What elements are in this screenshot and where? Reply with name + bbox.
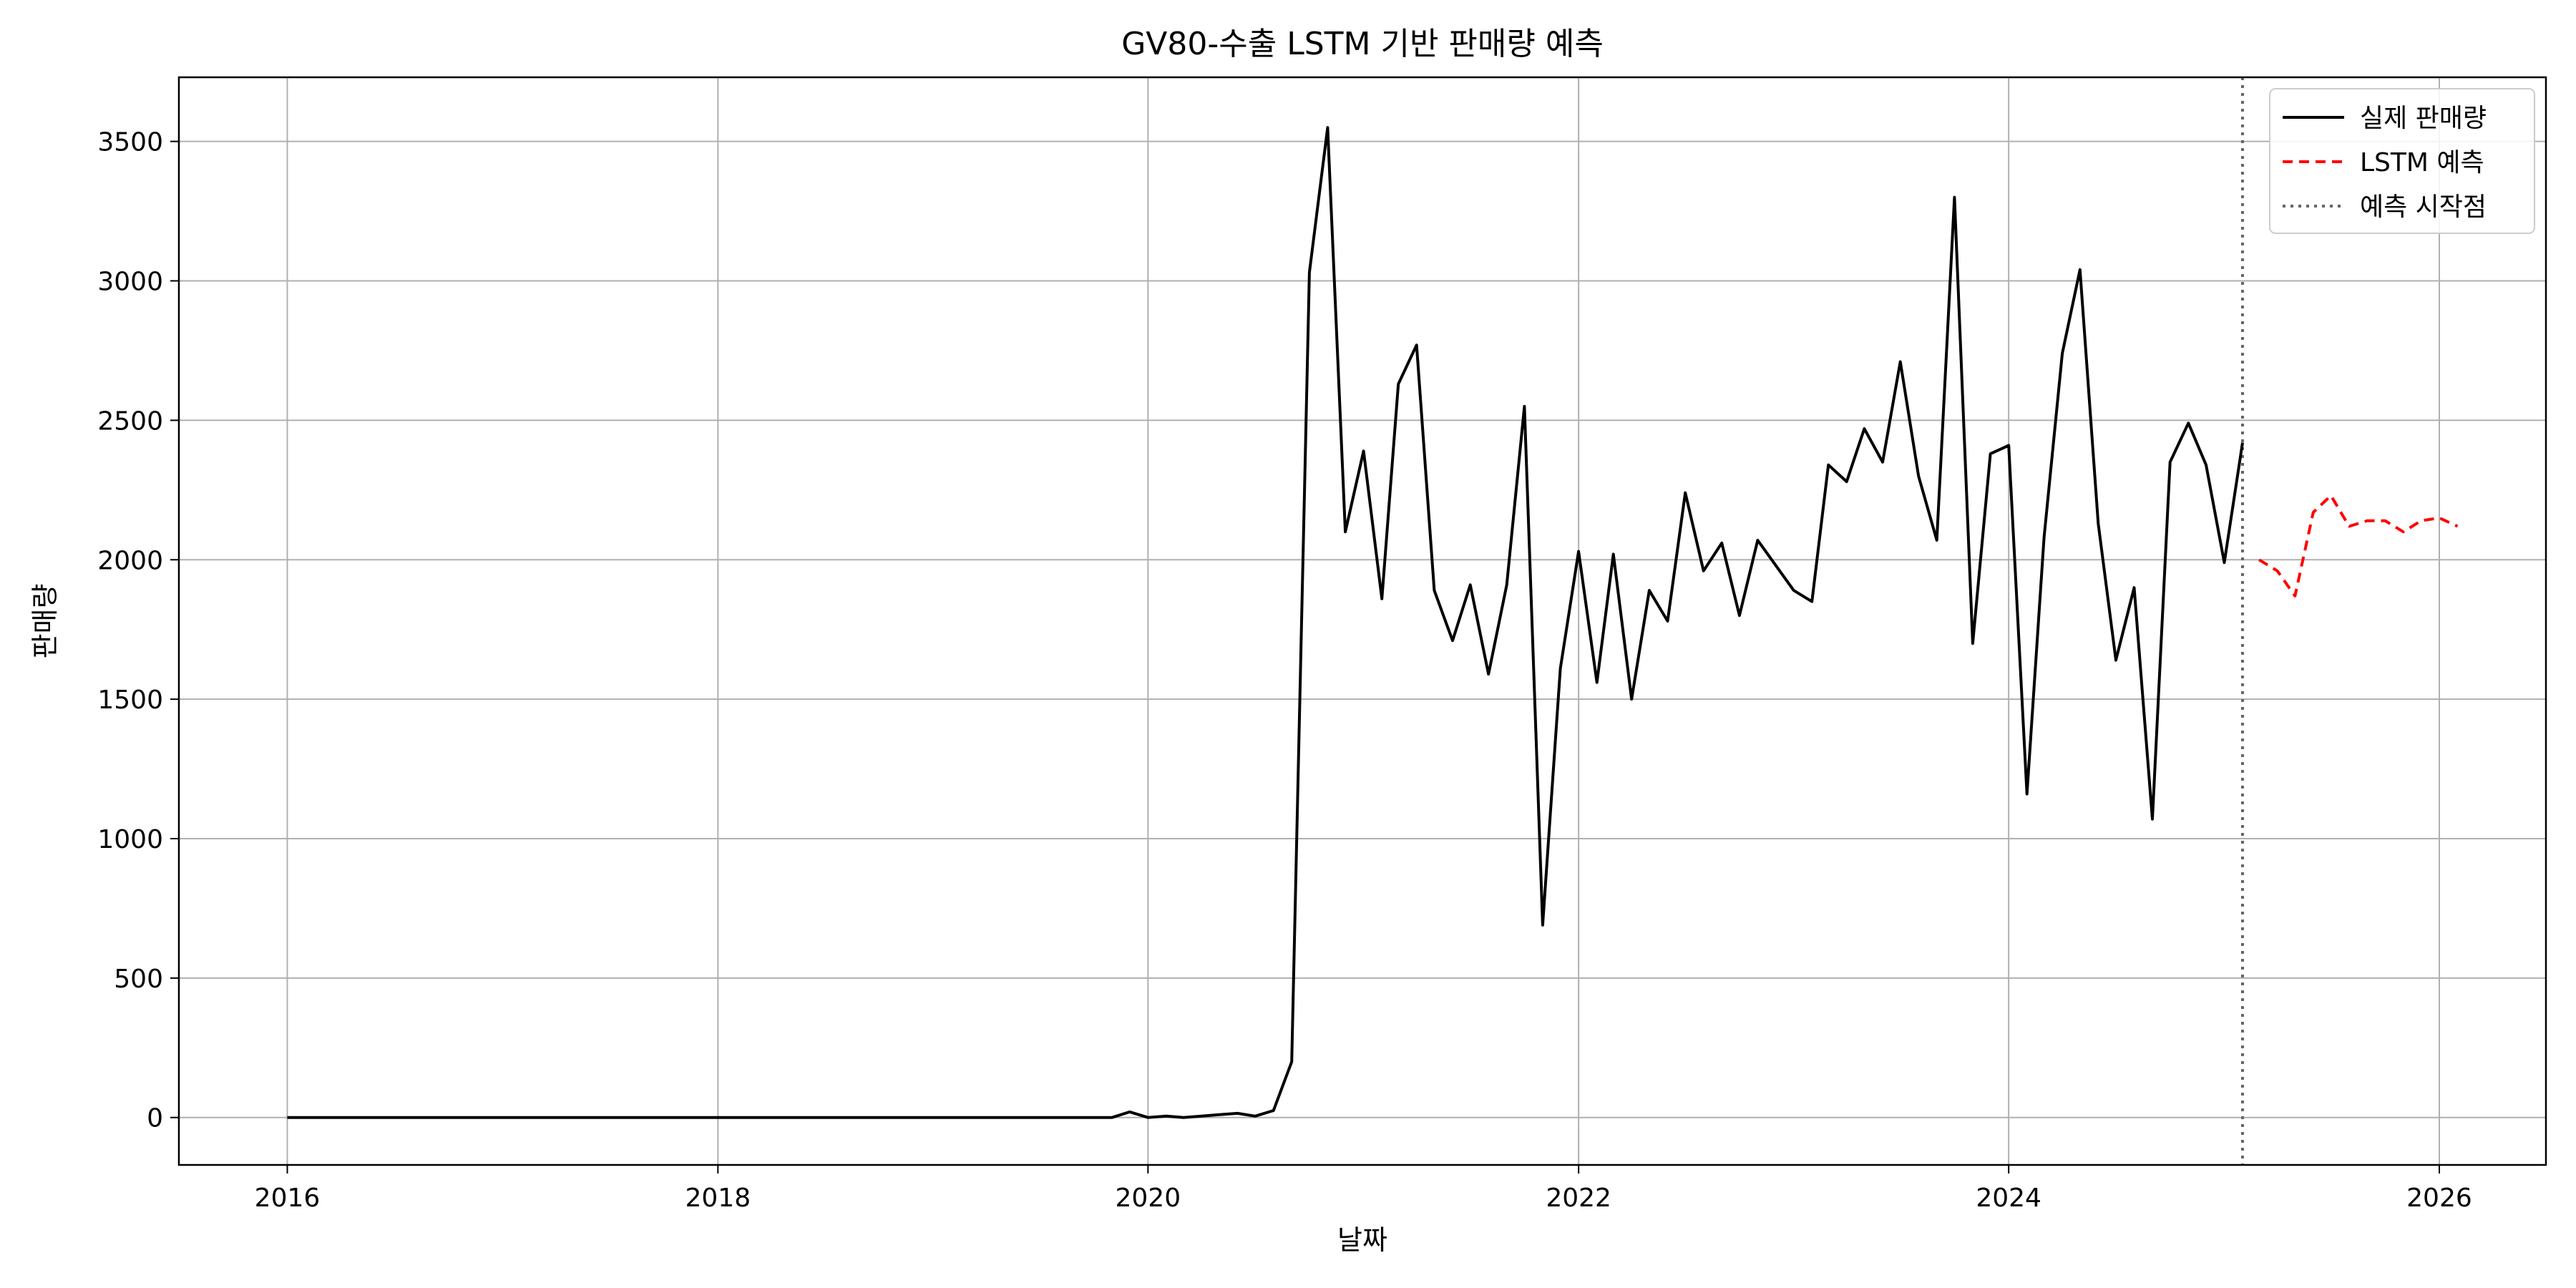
y-tick-label: 1500 bbox=[97, 686, 163, 715]
y-tick-label: 2000 bbox=[97, 546, 163, 575]
x-tick-label: 2020 bbox=[1116, 1184, 1181, 1213]
x-tick-label: 2024 bbox=[1976, 1184, 2041, 1213]
x-tick-label: 2018 bbox=[686, 1184, 751, 1213]
y-tick-label: 1000 bbox=[97, 825, 163, 854]
actual-sales-line bbox=[287, 126, 2244, 1119]
x-axis-label: 날짜 bbox=[1337, 1224, 1387, 1256]
y-tick-label: 3500 bbox=[97, 128, 163, 157]
x-tick-label: 2022 bbox=[1546, 1184, 1611, 1213]
grid-lines bbox=[179, 77, 2546, 1165]
x-tick-label: 2016 bbox=[255, 1184, 321, 1213]
legend-label-forecast-start: 예측 시작점 bbox=[2360, 192, 2487, 222]
y-axis-ticks: 0 500 1000 1500 2000 2500 3000 3500 bbox=[97, 128, 179, 1133]
y-tick-label: 500 bbox=[114, 965, 163, 994]
y-axis-label: 판매량 bbox=[29, 584, 61, 659]
x-axis-ticks: 2016 2018 2020 2022 2024 2026 bbox=[255, 1165, 2472, 1213]
legend-label-lstm: LSTM 예측 bbox=[2360, 148, 2484, 177]
series-lines bbox=[287, 126, 2459, 1119]
legend-box bbox=[2269, 88, 2535, 234]
legend-label-actual: 실제 판매량 bbox=[2360, 104, 2487, 133]
y-tick-label: 3000 bbox=[97, 268, 163, 297]
legend: 실제 판매량 LSTM 예측 예측 시작점 bbox=[2269, 88, 2535, 234]
chart-title: GV80-수출 LSTM 기반 판매량 예측 bbox=[1121, 26, 1604, 62]
x-tick-label: 2026 bbox=[2406, 1184, 2472, 1213]
y-tick-label: 0 bbox=[147, 1104, 163, 1133]
y-tick-label: 2500 bbox=[97, 406, 163, 436]
plot-frame bbox=[177, 76, 2547, 1166]
lstm-forecast-line bbox=[2258, 494, 2459, 597]
